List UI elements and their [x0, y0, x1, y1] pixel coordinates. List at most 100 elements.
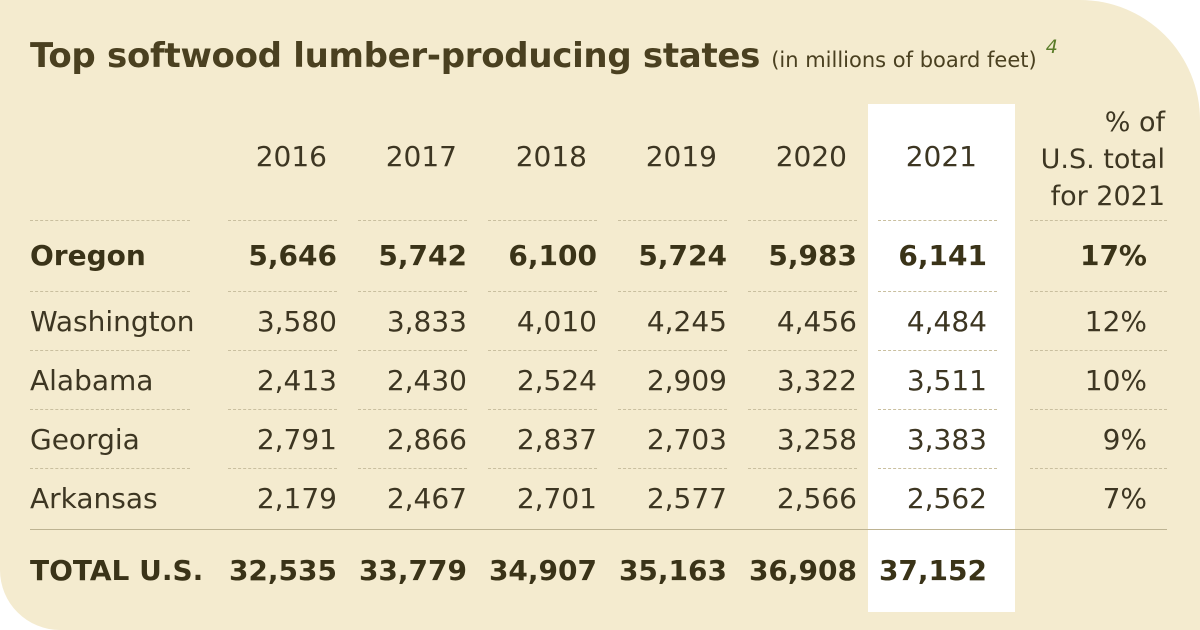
table-row-arkansas-value-2021: 2,562	[906, 482, 987, 515]
row-divider-4-seg-7	[1030, 468, 1167, 469]
row-divider-4-seg-0	[30, 468, 190, 469]
table-row-alabama-value-2021: 3,511	[906, 364, 987, 397]
row-divider-0-seg-0	[30, 220, 190, 221]
table-row-oregon-value-2019: 5,724	[638, 239, 727, 272]
row-divider-4-seg-3	[488, 468, 597, 469]
table-row-oregon-label: Oregon	[30, 239, 146, 272]
column-header-2021: 2021	[905, 140, 977, 173]
table-row-arkansas-value-2017: 2,467	[386, 482, 467, 515]
table-row-total-value-2020: 36,908	[748, 554, 857, 587]
table-row-washington-value-2021: 4,484	[906, 305, 987, 338]
table-row-arkansas-value-2016: 2,179	[256, 482, 337, 515]
table-row-alabama-value-2017: 2,430	[386, 364, 467, 397]
table-row-arkansas-value-2018: 2,701	[516, 482, 597, 515]
highlighted-2021-column	[868, 104, 1015, 612]
table-row-alabama-value-2019: 2,909	[646, 364, 727, 397]
table-row-washington-value-2017: 3,833	[386, 305, 467, 338]
column-header-2017: 2017	[385, 140, 457, 173]
row-divider-3-seg-2	[358, 409, 467, 410]
table-row-georgia-pct: 9%	[1102, 423, 1147, 456]
title-text: Top softwood lumber-producing states	[30, 36, 761, 76]
row-divider-2-seg-7	[1030, 350, 1167, 351]
table-row-alabama: Alabama 2,413 2,430 2,524 2,909 3,322 3,511 10%	[0, 361, 1200, 401]
table-row-georgia-value-2021: 3,383	[906, 423, 987, 456]
table-row-arkansas: Arkansas 2,179 2,467 2,701 2,577 2,566 2,562 7%	[0, 479, 1200, 519]
row-divider-1-seg-2	[358, 291, 467, 292]
table-row-total-label: TOTAL U.S.	[30, 554, 204, 587]
table-row-total-value-2017: 33,779	[358, 554, 467, 587]
table-row-alabama-pct: 10%	[1084, 364, 1147, 397]
table-row-washington: Washington 3,580 3,833 4,010 4,245 4,456 4,484…	[0, 302, 1200, 342]
table-row-arkansas-value-2019: 2,577	[646, 482, 727, 515]
row-divider-3-seg-0	[30, 409, 190, 410]
row-divider-1-seg-3	[488, 291, 597, 292]
row-divider-2-seg-6	[878, 350, 997, 351]
pct-column-header: % of U.S. total for 2021	[995, 104, 1165, 215]
pct-header-line-1: % of	[1104, 107, 1165, 138]
table-row-georgia-value-2020: 3,258	[776, 423, 857, 456]
row-divider-0-seg-7	[1030, 220, 1167, 221]
table-row-oregon-value-2017: 5,742	[378, 239, 467, 272]
table-row-total: TOTAL U.S. 32,535 33,779 34,907 35,163 36,908…	[0, 551, 1200, 591]
table-row-georgia-label: Georgia	[30, 423, 140, 456]
table-row-georgia-value-2019: 2,703	[646, 423, 727, 456]
row-divider-0-seg-3	[488, 220, 597, 221]
table-row-oregon-pct: 17%	[1079, 239, 1147, 272]
row-divider-1-seg-6	[878, 291, 997, 292]
subtitle-text: (in millions of board feet)	[771, 48, 1037, 72]
row-divider-1-seg-1	[228, 291, 337, 292]
table-row-alabama-value-2018: 2,524	[516, 364, 597, 397]
table-row-oregon: Oregon 5,646 5,742 6,100 5,724 5,983 6,141 17%	[0, 236, 1200, 276]
table-row-georgia: Georgia 2,791 2,866 2,837 2,703 3,258 3,383 9%	[0, 420, 1200, 460]
row-divider-2-seg-2	[358, 350, 467, 351]
column-header-2016: 2016	[255, 140, 327, 173]
row-divider-3-seg-5	[748, 409, 857, 410]
table-row-total-value-2018: 34,907	[488, 554, 597, 587]
table-row-arkansas-value-2020: 2,566	[776, 482, 857, 515]
row-divider-3-seg-3	[488, 409, 597, 410]
row-divider-4-seg-5	[748, 468, 857, 469]
row-divider-0-seg-2	[358, 220, 467, 221]
row-divider-0-seg-5	[748, 220, 857, 221]
table-row-georgia-value-2018: 2,837	[516, 423, 597, 456]
table-row-washington-value-2016: 3,580	[256, 305, 337, 338]
row-divider-2-seg-3	[488, 350, 597, 351]
table-row-alabama-value-2016: 2,413	[256, 364, 337, 397]
row-divider-4-seg-2	[358, 468, 467, 469]
row-divider-2-seg-1	[228, 350, 337, 351]
row-divider-1-seg-5	[748, 291, 857, 292]
pct-header-line-3: for 2021	[1050, 181, 1165, 212]
table-row-georgia-value-2017: 2,866	[386, 423, 467, 456]
table-row-alabama-label: Alabama	[30, 364, 154, 397]
total-divider	[30, 529, 1167, 530]
row-divider-4-seg-6	[878, 468, 997, 469]
table-row-washington-label: Washington	[30, 305, 195, 338]
table-row-oregon-value-2021: 6,141	[898, 239, 987, 272]
table-row-washington-value-2020: 4,456	[776, 305, 857, 338]
row-divider-2-seg-5	[748, 350, 857, 351]
table-row-total-value-2021: 37,152	[878, 554, 987, 587]
table-row-georgia-value-2016: 2,791	[256, 423, 337, 456]
row-divider-0-seg-1	[228, 220, 337, 221]
table-row-total-value-2019: 35,163	[618, 554, 727, 587]
row-divider-3-seg-6	[878, 409, 997, 410]
row-divider-2-seg-0	[30, 350, 190, 351]
column-header-2018: 2018	[515, 140, 587, 173]
footnote-marker: 4	[1045, 36, 1058, 58]
column-header-2020: 2020	[775, 140, 847, 173]
row-divider-1-seg-4	[618, 291, 727, 292]
table-row-oregon-value-2020: 5,983	[768, 239, 857, 272]
row-divider-2-seg-4	[618, 350, 727, 351]
column-header-2019: 2019	[645, 140, 717, 173]
row-divider-1-seg-0	[30, 291, 190, 292]
row-divider-3-seg-4	[618, 409, 727, 410]
row-divider-1-seg-7	[1030, 291, 1167, 292]
table-row-oregon-value-2018: 6,100	[508, 239, 597, 272]
row-divider-4-seg-4	[618, 468, 727, 469]
table-row-arkansas-pct: 7%	[1102, 482, 1147, 515]
table-row-washington-pct: 12%	[1084, 305, 1147, 338]
table-row-washington-value-2018: 4,010	[516, 305, 597, 338]
table-row-total-value-2016: 32,535	[228, 554, 337, 587]
table-row-arkansas-label: Arkansas	[30, 482, 158, 515]
